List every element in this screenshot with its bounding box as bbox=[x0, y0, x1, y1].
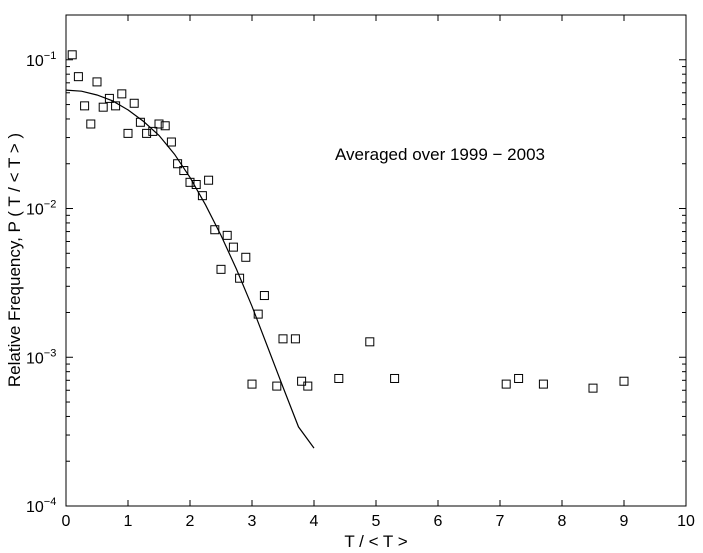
data-point-marker bbox=[334, 373, 344, 383]
data-point-marker bbox=[148, 126, 158, 136]
data-point-marker bbox=[390, 373, 400, 383]
data-point-marker bbox=[247, 379, 257, 389]
data-point-marker bbox=[216, 264, 226, 274]
data-point-marker bbox=[253, 309, 263, 319]
data-point-marker bbox=[166, 137, 176, 147]
y-tick-exponent: −1 bbox=[44, 50, 57, 62]
x-tick-label: 3 bbox=[248, 513, 257, 530]
x-axis-title: T / < T > bbox=[344, 532, 407, 551]
data-point-marker bbox=[241, 252, 251, 262]
y-tick-base: 10 bbox=[26, 53, 44, 70]
data-point-marker bbox=[86, 119, 96, 129]
x-tick-label: 1 bbox=[124, 513, 133, 530]
x-tick-label: 2 bbox=[186, 513, 195, 530]
data-point-marker bbox=[111, 101, 121, 111]
data-point-marker bbox=[204, 175, 214, 185]
y-tick-label: 10−3 bbox=[26, 347, 56, 367]
y-tick-label: 10−4 bbox=[26, 496, 56, 516]
data-point-marker bbox=[501, 379, 511, 389]
data-point-marker bbox=[80, 101, 90, 111]
fit-curve bbox=[65, 89, 315, 449]
data-point-marker bbox=[228, 242, 238, 252]
data-point-marker bbox=[191, 180, 201, 190]
data-point-marker bbox=[73, 72, 83, 82]
fit-curve-layer bbox=[65, 89, 315, 449]
y-tick-exponent: −2 bbox=[44, 199, 57, 211]
data-point-marker bbox=[154, 119, 164, 129]
x-tick-label: 8 bbox=[558, 513, 567, 530]
x-tick-label: 9 bbox=[620, 513, 629, 530]
y-axis-ticks: 10−110−210−310−4 bbox=[26, 50, 686, 516]
data-point-marker bbox=[619, 376, 629, 386]
data-point-marker bbox=[365, 337, 375, 347]
data-point-marker bbox=[297, 376, 307, 386]
x-axis-ticks: 0 1 2 3 4 5 6 7 8 9 10 bbox=[62, 15, 695, 530]
data-point-marker bbox=[185, 177, 195, 187]
data-point-marker bbox=[142, 128, 152, 138]
x-tick-label: 5 bbox=[372, 513, 381, 530]
data-point-marker bbox=[210, 225, 220, 235]
x-tick-label: 10 bbox=[677, 513, 695, 530]
data-point-marker bbox=[98, 102, 108, 112]
y-tick-base: 10 bbox=[26, 350, 44, 367]
data-point-marker bbox=[104, 93, 114, 103]
annotation-text: Averaged over 1999 − 2003 bbox=[335, 145, 545, 164]
data-point-marker bbox=[129, 98, 139, 108]
y-tick-base: 10 bbox=[26, 499, 44, 516]
data-point-marker bbox=[67, 50, 77, 60]
data-point-marker bbox=[588, 383, 598, 393]
data-point-marker bbox=[303, 381, 313, 391]
data-point-marker bbox=[259, 291, 269, 301]
y-tick-exponent: −4 bbox=[44, 496, 57, 508]
data-point-marker bbox=[272, 381, 282, 391]
scatter-points-layer bbox=[67, 50, 629, 393]
x-tick-label: 7 bbox=[496, 513, 505, 530]
y-tick-label: 10−1 bbox=[26, 50, 56, 70]
y-tick-label: 10−2 bbox=[26, 199, 56, 219]
data-point-marker bbox=[160, 121, 170, 131]
data-point-marker bbox=[514, 373, 524, 383]
x-tick-label: 4 bbox=[310, 513, 319, 530]
data-point-marker bbox=[117, 89, 127, 99]
x-tick-label: 0 bbox=[62, 513, 71, 530]
data-point-marker bbox=[278, 334, 288, 344]
y-tick-base: 10 bbox=[26, 202, 44, 219]
data-point-marker bbox=[222, 230, 232, 240]
data-point-marker bbox=[235, 273, 245, 283]
x-tick-label: 6 bbox=[434, 513, 443, 530]
data-point-marker bbox=[92, 77, 102, 87]
data-point-marker bbox=[197, 191, 207, 201]
data-point-marker bbox=[538, 379, 548, 389]
y-tick-exponent: −3 bbox=[44, 347, 57, 359]
data-point-marker bbox=[135, 117, 145, 127]
data-point-marker bbox=[290, 334, 300, 344]
data-point-marker bbox=[179, 166, 189, 176]
y-axis-title: Relative Frequency, P ( T / < T > ) bbox=[5, 133, 24, 387]
plot-frame bbox=[65, 14, 687, 507]
data-point-marker bbox=[173, 159, 183, 169]
data-point-marker bbox=[123, 128, 133, 138]
